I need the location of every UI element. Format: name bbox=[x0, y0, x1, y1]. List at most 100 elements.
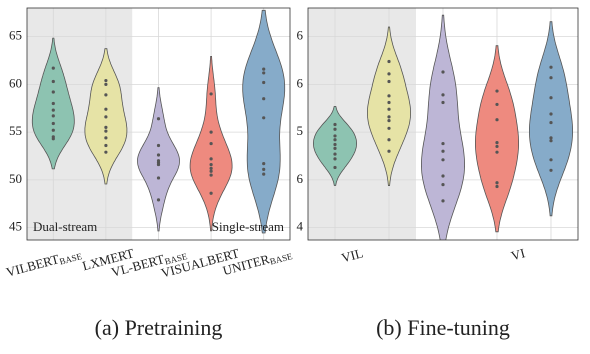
data-point bbox=[549, 168, 553, 172]
data-point bbox=[51, 128, 55, 132]
data-point bbox=[51, 66, 55, 70]
data-point bbox=[156, 143, 161, 148]
data-point bbox=[262, 71, 266, 75]
data-point bbox=[495, 150, 499, 154]
y-tick-label: 45 bbox=[9, 219, 22, 234]
data-point bbox=[262, 80, 266, 85]
data-point bbox=[387, 138, 391, 142]
data-point bbox=[209, 191, 213, 195]
data-point bbox=[495, 181, 499, 185]
frame bbox=[26, 7, 291, 241]
panel: 4 6 5 6 6 VIL VI (b) Fine-tuning bbox=[297, 7, 579, 340]
frame bbox=[307, 7, 579, 241]
data-point bbox=[104, 93, 108, 97]
data-point bbox=[209, 166, 213, 170]
y-tick-label: 6 bbox=[297, 75, 304, 90]
x-tick-label: VI bbox=[509, 245, 526, 263]
data-point bbox=[387, 79, 391, 84]
data-point bbox=[387, 126, 391, 130]
data-point bbox=[333, 122, 337, 127]
data-point bbox=[495, 102, 499, 107]
data-point bbox=[262, 172, 266, 176]
data-point bbox=[51, 108, 55, 112]
data-point bbox=[156, 176, 161, 180]
x-tick-label: VIL bbox=[340, 245, 365, 265]
caption: (b) Fine-tuning bbox=[376, 315, 510, 340]
category-name: VILBERT bbox=[4, 251, 60, 280]
data-point bbox=[549, 96, 553, 100]
data-point bbox=[104, 150, 108, 154]
data-point bbox=[549, 158, 553, 162]
data-point bbox=[51, 79, 55, 84]
y-tick-label: 50 bbox=[9, 171, 22, 186]
data-point bbox=[387, 72, 391, 76]
data-point bbox=[51, 90, 55, 94]
y-tick-label: 6 bbox=[297, 28, 304, 43]
y-tick-label: 55 bbox=[9, 123, 22, 138]
data-point bbox=[262, 167, 266, 171]
category-subscript: BASE bbox=[269, 251, 294, 267]
violin bbox=[475, 45, 519, 233]
data-point bbox=[441, 93, 445, 97]
x-tick-label: VILBERTBASE bbox=[4, 245, 83, 281]
data-point bbox=[104, 143, 108, 148]
data-point bbox=[333, 127, 337, 131]
annotation: Single-stream bbox=[212, 219, 284, 234]
data-point bbox=[262, 162, 266, 166]
data-point bbox=[441, 70, 445, 74]
y-tick-label: 5 bbox=[297, 123, 304, 138]
data-point bbox=[441, 199, 445, 203]
data-point bbox=[549, 65, 553, 69]
violin bbox=[367, 26, 411, 186]
data-point bbox=[156, 153, 161, 157]
y-tick-label: 65 bbox=[9, 28, 22, 43]
data-point bbox=[333, 134, 337, 138]
data-point bbox=[209, 141, 213, 146]
y-tick-label: 4 bbox=[297, 219, 304, 234]
data-point bbox=[104, 129, 108, 133]
y-tick-label: 6 bbox=[297, 171, 304, 186]
data-point bbox=[333, 165, 337, 170]
data-point bbox=[156, 162, 161, 167]
data-point bbox=[549, 139, 553, 143]
violin bbox=[421, 14, 465, 240]
data-point bbox=[156, 117, 161, 121]
data-point bbox=[441, 174, 445, 178]
data-point bbox=[209, 92, 213, 96]
data-point bbox=[387, 94, 391, 98]
category-name: VIL bbox=[340, 245, 365, 265]
category-name: VI bbox=[509, 245, 526, 263]
data-point bbox=[495, 89, 499, 93]
data-point bbox=[104, 78, 108, 83]
data-point bbox=[549, 136, 553, 140]
data-point bbox=[441, 141, 445, 146]
data-point bbox=[333, 157, 337, 161]
data-point bbox=[549, 76, 553, 80]
data-point bbox=[104, 82, 108, 86]
data-point bbox=[209, 162, 213, 167]
plot-area bbox=[31, 8, 286, 240]
data-point bbox=[104, 107, 108, 111]
data-point bbox=[262, 67, 266, 71]
panel: 4550556065VILBERTBASELXMERTVL-BERTBASEVI… bbox=[4, 7, 294, 340]
plot-area bbox=[313, 8, 573, 240]
annotation: Dual-stream bbox=[33, 219, 97, 234]
data-point bbox=[549, 120, 553, 125]
data-point bbox=[104, 115, 108, 119]
data-point bbox=[549, 112, 553, 116]
data-point bbox=[387, 107, 391, 111]
data-point bbox=[262, 116, 266, 120]
data-point bbox=[387, 119, 391, 123]
data-point bbox=[209, 157, 213, 161]
data-point bbox=[495, 144, 499, 149]
data-point bbox=[262, 97, 266, 101]
data-point bbox=[441, 100, 445, 105]
data-point bbox=[441, 158, 445, 162]
data-point bbox=[104, 125, 108, 129]
y-tick-label: 60 bbox=[9, 75, 22, 90]
violin bbox=[529, 21, 573, 217]
violin bbox=[242, 9, 286, 234]
data-point bbox=[387, 59, 391, 64]
data-point bbox=[156, 198, 161, 202]
